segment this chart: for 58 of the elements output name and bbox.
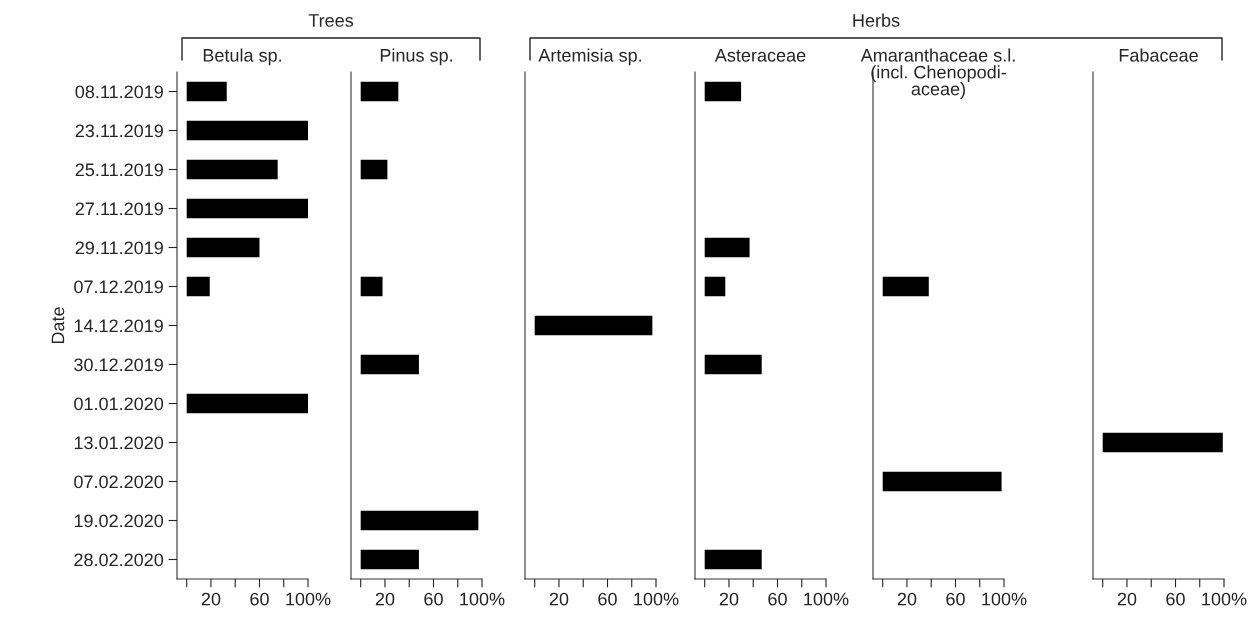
chart-title: Artemisia sp. xyxy=(538,48,642,66)
x-tick-label: 60 xyxy=(1166,592,1185,606)
y-tick-label: 27.11.2019 xyxy=(75,202,163,216)
chart-title: Asteraceae xyxy=(714,49,806,62)
bar xyxy=(360,81,399,102)
y-tick-label: 23.11.2019 xyxy=(75,124,163,138)
x-tick-label: 60 xyxy=(768,592,787,606)
text: Herbs xyxy=(853,13,900,27)
bar xyxy=(704,81,742,102)
x-tick-label: 60 xyxy=(598,592,617,606)
x-tick-label: 20 xyxy=(897,592,917,606)
x-tick-label: 100% xyxy=(460,592,505,606)
y-tick-label: 29.11.2019 xyxy=(75,241,163,255)
bar xyxy=(360,159,388,180)
bar xyxy=(186,198,308,219)
y-axis-title: Date xyxy=(51,307,65,344)
bar xyxy=(186,159,278,180)
chart-title: Pinus sp. xyxy=(380,48,452,66)
bar xyxy=(186,276,210,297)
y-tick-label: 28.02.2020 xyxy=(74,553,164,567)
bar xyxy=(186,393,308,414)
x-tick-label: 60 xyxy=(250,592,269,606)
chart-title: Fabaceae xyxy=(1119,48,1198,62)
bar xyxy=(704,354,762,375)
x-tick-label: 20 xyxy=(719,592,739,606)
x-tick-label: 20 xyxy=(201,592,221,606)
y-tick-label: 14.12.2019 xyxy=(74,319,163,333)
bar xyxy=(360,276,383,297)
y-tick-label: 25.11.2019 xyxy=(75,163,163,177)
text: Trees xyxy=(308,14,354,27)
bar xyxy=(704,549,762,570)
y-tick-label: 08.11.2019 xyxy=(75,85,163,99)
chart-title: Amaranthaceae s.l. (incl. Chenopodi- aceae) xyxy=(860,48,1015,99)
y-tick-label: 07.12.2019 xyxy=(74,280,163,294)
x-tick-label: 60 xyxy=(424,592,443,606)
bar xyxy=(360,510,479,531)
x-tick-label: 100% xyxy=(982,592,1027,606)
bar xyxy=(186,120,308,141)
x-tick-label: 60 xyxy=(946,592,965,606)
x-tick-label: 20 xyxy=(549,592,569,606)
x-tick-label: 100% xyxy=(634,592,679,606)
x-tick-label: 100% xyxy=(1202,592,1247,606)
bar xyxy=(704,276,726,297)
bar xyxy=(360,549,419,570)
x-tick-label: 100% xyxy=(286,592,331,606)
bar xyxy=(704,237,750,258)
y-tick-label: 30.12.2019 xyxy=(74,358,163,372)
chart-title: Betula sp. xyxy=(203,48,281,66)
bar xyxy=(186,81,227,102)
y-tick-label: 07.02.2020 xyxy=(74,475,164,489)
x-tick-label: 100% xyxy=(804,592,849,606)
x-tick-label: 20 xyxy=(375,592,395,606)
y-tick-label: 13.01.2020 xyxy=(74,436,164,450)
bar xyxy=(360,354,419,375)
x-tick-label: 20 xyxy=(1117,592,1137,606)
y-tick-label: 19.02.2020 xyxy=(74,514,164,528)
y-tick-label: 01.01.2020 xyxy=(74,397,164,411)
bar xyxy=(186,237,260,258)
